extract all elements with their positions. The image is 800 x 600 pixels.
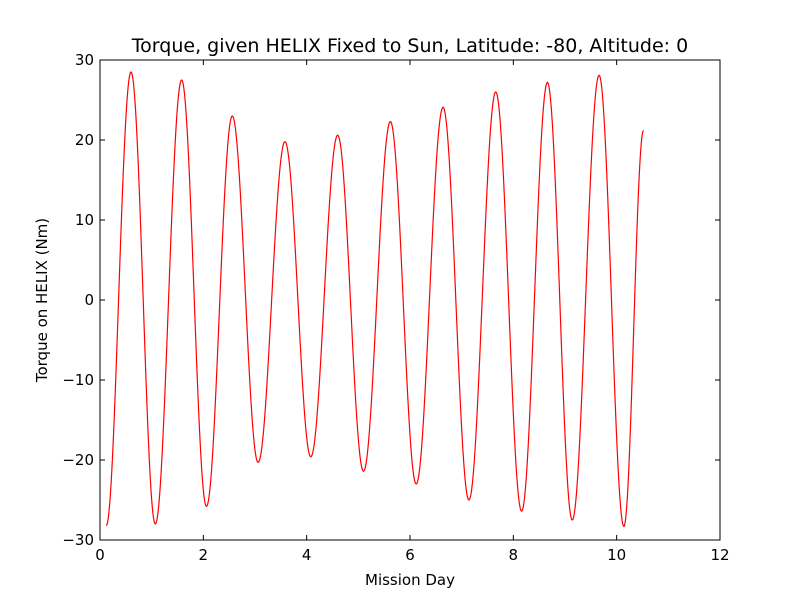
y-tick-label: −30 [62,531,94,549]
torque-series-line [105,71,644,528]
y-tick-label: 0 [84,291,94,309]
x-tick-label: 4 [302,546,312,564]
plot-area [99,59,721,541]
x-tick-label: 6 [405,546,415,564]
y-tick-label: −20 [62,451,94,469]
x-axis-ticks: 0 2 4 6 8 10 12 [95,60,730,564]
chart-title: Torque, given HELIX Fixed to Sun, Latitu… [131,35,688,57]
y-tick-label: −10 [62,371,94,389]
x-tick-label: 0 [95,546,105,564]
x-tick-label: 8 [509,546,519,564]
y-tick-label: 10 [75,211,94,229]
plot-frame [99,59,721,541]
x-tick-label: 12 [710,546,729,564]
x-tick-label: 2 [199,546,209,564]
y-axis-ticks: 30 20 10 0 −10 −20 −30 [62,51,720,549]
y-axis-label: Torque on HELIX (Nm) [33,218,51,383]
y-tick-label: 20 [75,131,94,149]
x-axis-label: Mission Day [365,571,455,589]
x-tick-label: 10 [607,546,626,564]
y-tick-label: 30 [75,51,94,69]
